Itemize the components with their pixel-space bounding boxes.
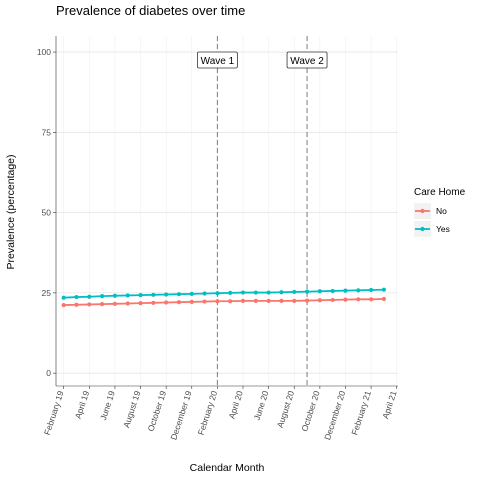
annotation-box xyxy=(286,51,328,69)
data-point xyxy=(61,302,66,308)
data-point xyxy=(74,294,79,300)
data-point xyxy=(189,291,194,296)
data-point xyxy=(240,290,246,295)
data-point xyxy=(266,298,271,304)
grid xyxy=(56,36,398,386)
series-no xyxy=(61,296,387,308)
y-axis-title: Prevalence (percentage) xyxy=(5,155,17,270)
x-tick-label: August 20 xyxy=(275,389,296,429)
data-point xyxy=(125,301,130,306)
data-point xyxy=(304,298,310,303)
data-point xyxy=(215,291,220,296)
y-tick-label: 25 xyxy=(42,288,52,298)
data-point xyxy=(381,287,387,292)
x-tick-label: August 19 xyxy=(121,389,142,429)
data-point xyxy=(151,292,156,297)
data-point xyxy=(304,289,310,294)
data-point xyxy=(279,298,284,304)
legend-key-point xyxy=(420,226,425,232)
legend-key-point xyxy=(420,208,425,214)
legend: Care Home No Yes xyxy=(414,187,466,237)
legend-item-yes: Yes xyxy=(414,221,450,237)
data-point xyxy=(189,299,194,304)
data-point xyxy=(202,291,207,296)
x-tick-label: June 19 xyxy=(98,389,117,421)
data-point xyxy=(112,293,118,298)
y-tick-label: 50 xyxy=(42,208,52,218)
data-point xyxy=(240,298,246,304)
legend-label: Yes xyxy=(436,224,450,234)
x-ticks: February 19 April 19 June 19 August 19 Octob… xyxy=(42,386,399,441)
legend-label: No xyxy=(436,206,447,216)
data-point xyxy=(164,300,169,305)
data-point xyxy=(253,290,258,295)
annotations: Wave 1 Wave 2 xyxy=(196,36,328,386)
chart-title: Prevalence of diabetes over time xyxy=(56,3,245,18)
data-point xyxy=(356,288,361,293)
data-point xyxy=(215,299,220,304)
series-yes xyxy=(61,287,387,300)
x-tick-label: February 21 xyxy=(349,389,373,436)
y-tick-label: 100 xyxy=(37,47,51,57)
x-tick-label: April 21 xyxy=(380,389,399,420)
axes xyxy=(55,36,398,387)
data-point xyxy=(343,297,348,302)
data-point xyxy=(317,289,322,294)
data-point xyxy=(202,299,207,304)
data-point xyxy=(253,298,258,304)
y-ticks: 0 25 50 75 100 xyxy=(37,47,56,378)
x-tick-label: February 19 xyxy=(42,389,66,436)
data-point xyxy=(292,289,297,295)
data-point xyxy=(279,290,284,295)
series-layer xyxy=(61,287,387,308)
data-point xyxy=(381,296,387,302)
y-tick-label: 0 xyxy=(46,368,51,378)
x-tick-label: June 20 xyxy=(252,389,271,421)
annotation-label: Wave 1 xyxy=(201,56,235,67)
data-point xyxy=(266,290,271,295)
data-point xyxy=(369,297,374,302)
data-point xyxy=(61,295,66,300)
data-point xyxy=(151,300,156,305)
data-point xyxy=(292,298,297,304)
x-tick-label: October 19 xyxy=(146,389,169,432)
legend-item-no: No xyxy=(414,203,447,219)
x-tick-label: April 20 xyxy=(226,389,245,420)
series-line xyxy=(63,298,384,306)
data-point xyxy=(74,302,79,307)
legend-title: Care Home xyxy=(414,187,466,198)
data-point xyxy=(112,301,118,306)
x-tick-label: February 20 xyxy=(196,389,220,436)
data-point xyxy=(330,297,335,303)
x-tick-label: April 19 xyxy=(73,389,92,420)
annotation-box xyxy=(196,51,238,69)
data-point xyxy=(330,288,335,294)
data-point xyxy=(228,290,233,295)
data-point xyxy=(176,292,182,297)
x-tick-label: December 19 xyxy=(168,389,193,441)
data-point xyxy=(125,293,130,298)
annotation-label: Wave 2 xyxy=(290,56,324,67)
data-point xyxy=(138,293,143,298)
data-point xyxy=(100,302,105,307)
data-point xyxy=(164,292,169,297)
y-tick-label: 75 xyxy=(42,127,52,137)
data-point xyxy=(87,294,92,299)
x-tick-label: December 20 xyxy=(322,389,347,441)
x-axis-title: Calendar Month xyxy=(190,462,265,474)
data-point xyxy=(176,300,182,305)
data-point xyxy=(356,297,361,302)
data-point xyxy=(87,302,92,307)
data-point xyxy=(369,287,374,293)
data-point xyxy=(317,298,322,303)
x-tick-label: October 20 xyxy=(299,389,322,432)
data-point xyxy=(343,288,348,293)
series-line xyxy=(63,288,384,299)
data-point xyxy=(100,293,105,299)
data-point xyxy=(228,299,233,304)
data-point xyxy=(138,301,143,306)
